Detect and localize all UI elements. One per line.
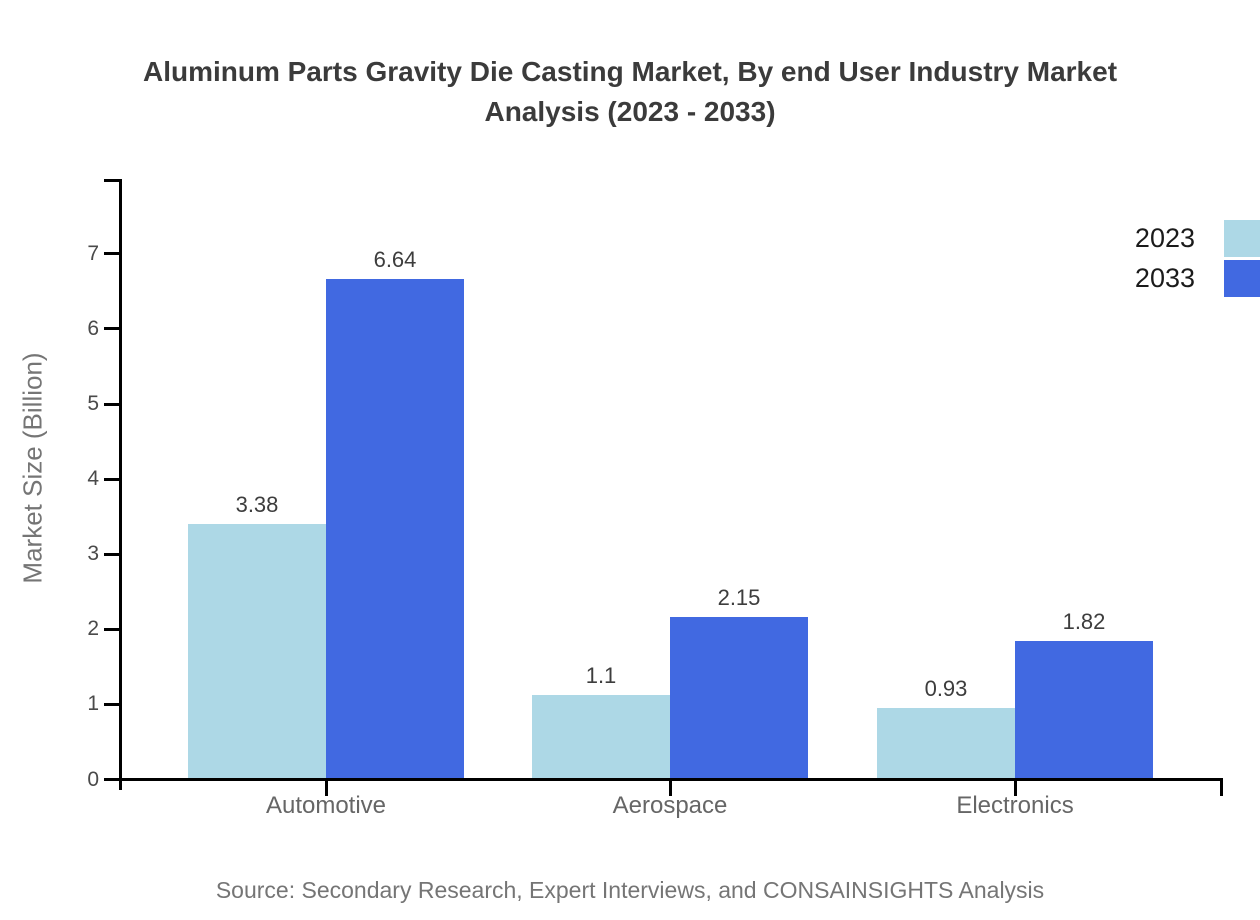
bar-2023-electronics [877, 708, 1015, 778]
x-axis-tick [1013, 781, 1017, 796]
y-axis-line [119, 179, 122, 790]
bar-value-label: 0.93 [924, 676, 968, 701]
y-axis-tick [104, 477, 119, 481]
bar-2023-automotive [188, 524, 326, 778]
y-tick-label: 4 [87, 467, 99, 491]
y-tick-label: 3 [87, 542, 99, 566]
legend-swatch-2023 [1224, 220, 1260, 257]
source-note: Source: Secondary Research, Expert Inter… [215, 877, 1045, 903]
bar-value-label: 2.15 [717, 585, 761, 610]
category-label-automotive: Automotive [265, 792, 387, 819]
category-label-aerospace: Aerospace [612, 792, 728, 819]
y-tick-label: 6 [87, 316, 99, 340]
category-label-electronics: Electronics [956, 792, 1074, 819]
bar-2023-aerospace [532, 695, 670, 778]
chart-title: Aluminum Parts Gravity Die Casting Marke… [142, 56, 1118, 127]
y-axis-tick [104, 702, 119, 706]
x-axis-line [104, 778, 1223, 781]
y-tick-label: 0 [87, 767, 99, 791]
legend-swatch-2033 [1224, 260, 1260, 297]
bar-value-label: 3.38 [235, 492, 279, 517]
legend-label-2023: 2023 [1134, 223, 1195, 253]
bar-2033-electronics [1015, 641, 1153, 778]
y-axis-tick [104, 402, 119, 406]
x-axis-tick [324, 781, 328, 796]
bar-value-label: 1.1 [585, 663, 617, 688]
y-axis-end-tick [104, 179, 119, 182]
x-axis-tick [668, 781, 672, 796]
bar-value-label: 1.82 [1062, 609, 1106, 634]
y-axis-tick [104, 778, 119, 781]
y-axis-tick [104, 327, 119, 331]
y-tick-label: 5 [87, 392, 99, 415]
legend-label-2033: 2033 [1134, 263, 1195, 293]
y-tick-label: 7 [87, 241, 99, 265]
y-tick-label: 2 [87, 617, 99, 641]
y-axis-tick [104, 627, 119, 631]
bar-2033-aerospace [670, 617, 808, 778]
y-axis-tick [104, 252, 119, 256]
bar-2033-automotive [326, 279, 464, 778]
y-tick-label: 1 [87, 692, 99, 716]
y-axis-tick [104, 552, 119, 556]
x-axis-end-tick [1220, 781, 1223, 796]
bar-value-label: 6.64 [373, 247, 417, 272]
